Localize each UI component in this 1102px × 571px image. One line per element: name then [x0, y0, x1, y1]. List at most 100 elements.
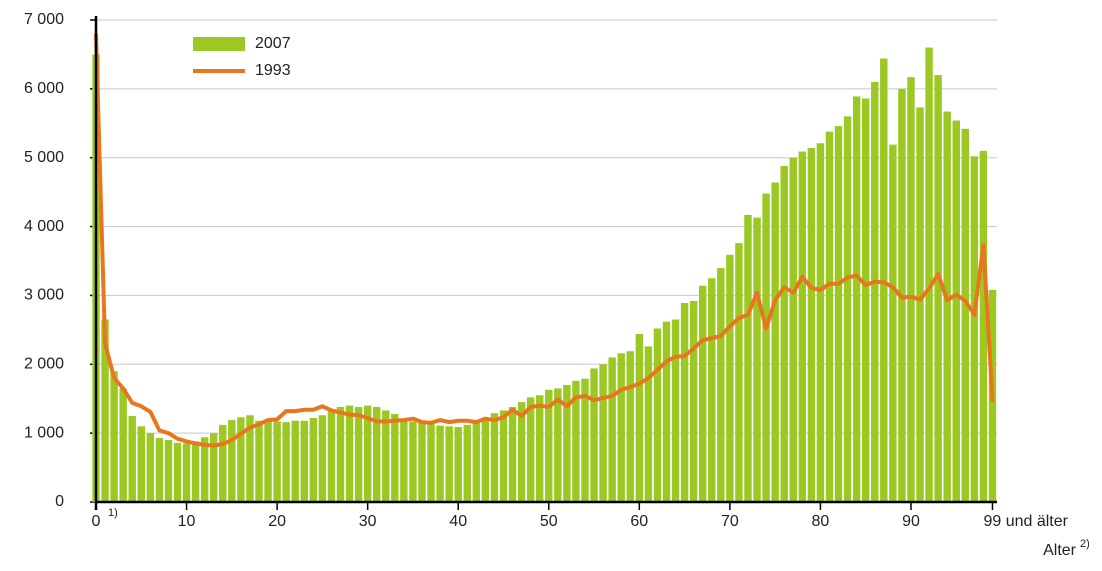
legend-swatch: [193, 37, 245, 51]
bar: [481, 417, 490, 502]
bar: [952, 120, 960, 502]
y-tick-label: 3 000: [24, 287, 64, 304]
bar: [273, 421, 281, 502]
bar: [925, 47, 933, 503]
x-tick-label: 20: [268, 513, 286, 530]
bar: [979, 150, 988, 503]
bar: [698, 285, 707, 502]
bar: [762, 193, 770, 502]
bar: [391, 413, 399, 502]
zero-note: 1): [108, 507, 118, 519]
bar: [708, 278, 716, 502]
bar: [445, 426, 453, 502]
bar: [825, 131, 834, 502]
x-axis-label: Alter: [1043, 542, 1077, 559]
bar: [599, 364, 607, 502]
bar: [291, 420, 299, 502]
legend-label: 1993: [255, 62, 291, 79]
bar: [617, 353, 625, 502]
bar: [735, 243, 743, 502]
bar: [119, 388, 127, 502]
bar: [526, 397, 535, 502]
bar: [200, 437, 209, 502]
bar: [572, 380, 580, 502]
bar: [807, 148, 816, 502]
x-tick-label: 70: [721, 513, 739, 530]
bar: [671, 319, 680, 502]
bar: [961, 128, 970, 502]
bar: [554, 388, 562, 502]
bar: [726, 254, 734, 502]
bar: [246, 415, 254, 502]
bar: [789, 157, 797, 502]
bar: [943, 111, 951, 502]
bar: [219, 424, 227, 502]
x-tick-label: 0: [92, 513, 101, 530]
x-tick-label: 90: [902, 513, 920, 530]
x-tick-label: 30: [359, 513, 377, 530]
bar: [255, 420, 263, 502]
bar: [354, 406, 363, 502]
bar: [871, 81, 879, 502]
bar: [490, 413, 499, 502]
bar: [717, 267, 725, 502]
bar: [463, 424, 471, 502]
bar: [436, 425, 444, 502]
bar: [191, 441, 200, 502]
bar: [816, 143, 825, 503]
bar: [581, 378, 589, 502]
bar: [472, 422, 481, 502]
bar: [237, 417, 245, 502]
bar: [363, 405, 372, 502]
bar: [880, 58, 888, 503]
x-tick-label: 99 und älter: [983, 513, 1068, 530]
bar: [563, 384, 571, 502]
bar: [282, 422, 290, 502]
bar: [409, 421, 417, 502]
x-tick-label: 50: [540, 513, 558, 530]
bar: [327, 411, 336, 502]
bar: [228, 420, 236, 502]
bar: [373, 406, 381, 502]
bar: [418, 422, 426, 502]
bar: [590, 368, 598, 502]
bar: [889, 144, 897, 503]
bar: [300, 420, 308, 502]
bar: [744, 214, 752, 502]
bar: [644, 346, 653, 502]
bar: [110, 371, 118, 502]
y-tick-label: 1 000: [24, 424, 64, 441]
x-axis-label-note: 2): [1080, 538, 1090, 550]
bar: [382, 410, 390, 502]
bar: [508, 406, 517, 502]
bar: [146, 433, 155, 502]
bar: [400, 419, 408, 502]
bar: [608, 357, 616, 502]
bar: [861, 98, 870, 503]
bar: [545, 389, 553, 502]
bar: [635, 333, 644, 502]
legend-label: 2007: [255, 35, 291, 52]
bar: [970, 156, 979, 502]
bar: [626, 351, 634, 502]
bar: [128, 415, 136, 502]
bar: [336, 406, 345, 502]
bar: [653, 328, 662, 502]
y-tick-label: 4 000: [24, 218, 64, 235]
bar: [173, 442, 182, 502]
bar: [155, 437, 164, 502]
bar: [843, 116, 852, 503]
bar: [780, 165, 788, 502]
line: [94, 33, 995, 448]
bar: [101, 319, 109, 502]
bar: [535, 395, 544, 502]
bar: [852, 96, 861, 502]
bar: [454, 426, 462, 502]
x-tick-label: 10: [178, 513, 196, 530]
bar: [264, 421, 272, 502]
bar: [834, 126, 843, 502]
bar: [680, 303, 689, 502]
y-tick-label: 5 000: [24, 149, 64, 166]
bar: [907, 77, 915, 502]
